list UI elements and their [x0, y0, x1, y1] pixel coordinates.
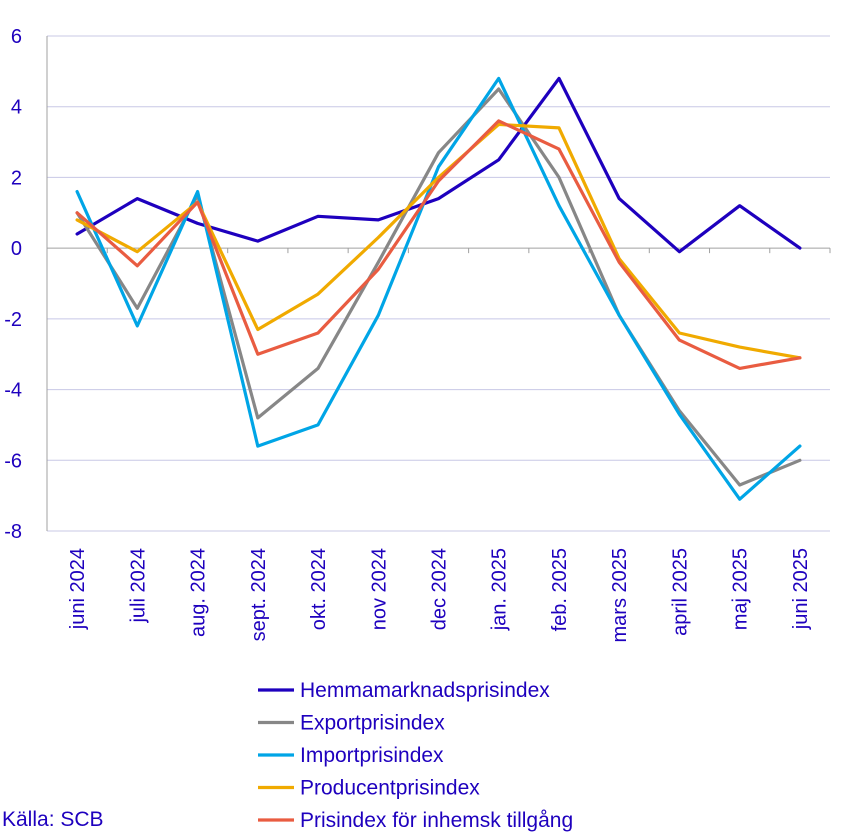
x-tick-label: juni 2024 [67, 548, 89, 630]
series-line [75, 76, 802, 501]
y-axis: 6 4 2 0 -2 -4 -6 -8 [4, 26, 48, 543]
x-tick-label: okt. 2024 [308, 548, 330, 630]
y-tick-label: 6 [11, 26, 22, 48]
y-tick-label: 4 [11, 97, 22, 119]
legend-label: Producentprisindex [300, 777, 480, 800]
x-tick-label: jan. 2025 [489, 548, 511, 631]
legend-label: Hemmamarknadsprisindex [300, 679, 550, 702]
y-tick-label: -8 [4, 521, 22, 543]
x-tick-label: dec 2024 [429, 548, 451, 630]
series-line [75, 119, 802, 370]
x-tick-label: maj 2025 [730, 548, 752, 630]
x-tick-label: juni 2025 [790, 548, 812, 630]
y-tick-label: -4 [4, 380, 22, 402]
x-tick-label: nov 2024 [368, 548, 390, 630]
series-line [75, 76, 802, 254]
x-axis: juni 2024 juli 2024 aug. 2024 sept. 2024 okt… [46, 247, 831, 643]
y-tick-label: 2 [11, 167, 22, 189]
gridlines [47, 35, 830, 532]
x-tick-label: aug. 2024 [188, 548, 210, 637]
source-note: Källa: SCB [2, 808, 104, 831]
y-tick-label: 0 [11, 238, 22, 260]
x-tick-label: juli 2024 [127, 548, 149, 624]
legend-label: Prisindex för inhemsk tillgång [300, 809, 573, 832]
x-tick-label: sept. 2024 [248, 548, 270, 641]
y-tick-label: -2 [4, 309, 22, 331]
series-lines [75, 76, 802, 501]
legend: Hemmamarknadsprisindex Exportprisindex Imp… [258, 679, 573, 832]
y-tick-label: -6 [4, 450, 22, 472]
legend-label: Importprisindex [300, 744, 444, 767]
legend-label: Exportprisindex [300, 712, 445, 735]
series-line [75, 87, 802, 487]
x-tick-label: april 2025 [669, 548, 691, 636]
x-tick-label: mars 2025 [609, 548, 631, 643]
x-tick-label: feb. 2025 [549, 548, 571, 631]
